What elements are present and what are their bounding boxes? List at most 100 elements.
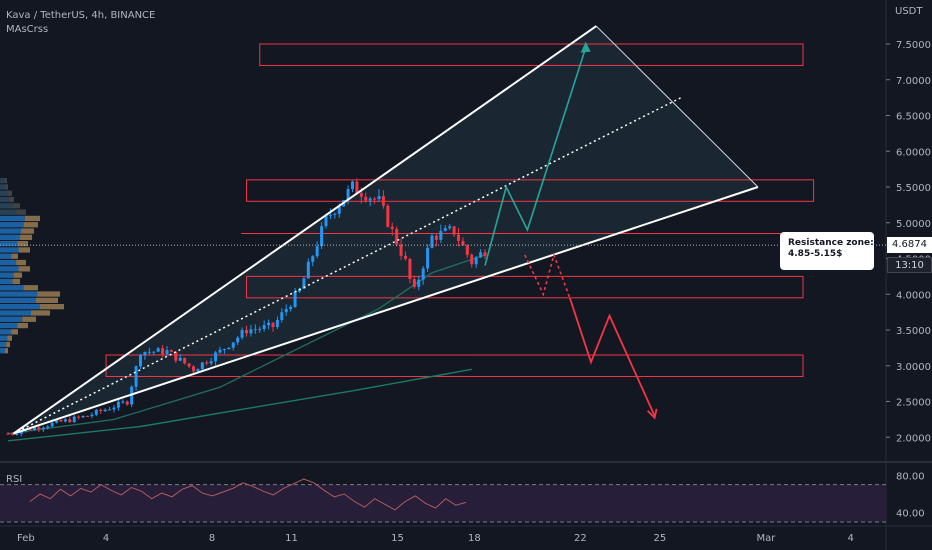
candle-up <box>275 319 279 327</box>
price-axis-unit[interactable]: USDT <box>895 6 923 17</box>
volume-profile-bar-up <box>0 184 5 190</box>
volume-profile-bar-down <box>17 322 28 329</box>
candle-down <box>187 363 191 367</box>
wedge-fill <box>13 26 758 434</box>
volume-profile-bar-up <box>0 266 19 272</box>
price-axis-label: 2.0000 <box>896 433 931 444</box>
candle-up <box>315 246 319 257</box>
candle-up <box>218 349 222 353</box>
candle-down <box>395 228 399 245</box>
candle-up <box>249 329 253 334</box>
candle-down <box>86 415 89 417</box>
candle-up <box>121 401 125 403</box>
candle-down <box>192 366 195 372</box>
candle-down <box>68 419 72 423</box>
candle-up <box>262 325 266 329</box>
candle-down <box>483 252 487 256</box>
candle-down <box>452 226 456 235</box>
candle-up <box>328 214 332 216</box>
volume-profile-bar-up <box>0 241 18 247</box>
candle-down <box>161 348 165 355</box>
candle-down <box>404 255 407 259</box>
candle-up <box>236 337 240 343</box>
volume-profile-bar-down <box>12 278 20 285</box>
volume-profile-bar-down <box>4 184 8 190</box>
zone-box-1 <box>246 179 815 202</box>
volume-profile-bar-down <box>13 272 22 278</box>
candle-up <box>209 361 213 364</box>
candle-down <box>386 205 390 227</box>
candle-up <box>231 342 235 348</box>
candle-up <box>33 427 36 431</box>
volume-profile-bar-up <box>0 259 17 266</box>
candle-up <box>147 351 151 353</box>
candle-down <box>6 433 10 435</box>
candle-up <box>293 291 297 307</box>
time-axis-label: 22 <box>574 533 587 544</box>
candle-up <box>267 322 271 326</box>
candle-up <box>346 189 350 200</box>
candle-up <box>258 328 262 330</box>
volume-profile-bar-up <box>0 190 8 196</box>
volume-profile-bar-down <box>23 285 38 291</box>
time-axis-label: Feb <box>17 533 35 544</box>
candle-up <box>320 226 324 247</box>
volume-profile-bar-down <box>4 348 8 354</box>
volume-profile-bar-down <box>35 297 58 303</box>
volume-profile-bar-down <box>21 228 34 234</box>
volume-profile-bar-up <box>0 348 5 354</box>
candle-up <box>139 355 142 367</box>
candle-up <box>214 352 218 362</box>
price-axis-label: 6.5000 <box>896 112 931 123</box>
candle-up <box>439 230 443 240</box>
candle-down <box>364 196 368 201</box>
volume-profile-bar-up <box>0 285 24 291</box>
callout-range: 4.85-5.15$ <box>788 249 843 259</box>
candle-up <box>178 357 182 361</box>
candle-up <box>50 422 54 427</box>
candle-up <box>143 351 147 356</box>
volume-profile-bar-down <box>18 247 30 253</box>
current-price-badge: 4.6874 <box>887 237 932 253</box>
volume-profile-bar-up <box>0 322 18 329</box>
volume-profile-bar-down <box>11 329 18 335</box>
volume-profile-bar-down <box>7 190 12 196</box>
candle-up <box>284 309 288 313</box>
candle-down <box>99 409 103 412</box>
candle-up <box>116 401 120 408</box>
volume-profile-bar-up <box>0 316 23 322</box>
volume-profile-bar-down <box>16 209 26 215</box>
price-axis-label: 4.0000 <box>896 290 931 301</box>
candle-up <box>81 415 85 418</box>
wedge-apex-line <box>595 25 759 188</box>
candle-down <box>10 433 14 435</box>
volume-profile-bar-up <box>0 234 20 240</box>
volume-profile-bar-up <box>0 247 19 253</box>
candle-down <box>457 234 460 241</box>
candle-up <box>240 330 244 338</box>
candle-up <box>72 416 76 423</box>
candle-up <box>337 206 341 214</box>
volume-profile-bar-down <box>23 222 38 228</box>
candle-down <box>28 428 32 431</box>
volume-profile-bar-up <box>0 196 9 203</box>
candle-up <box>426 247 430 269</box>
candle-up <box>196 369 200 372</box>
price-axis-label: 2.5000 <box>896 398 931 409</box>
price-axis-label: 7.5000 <box>896 40 931 51</box>
price-axis-label: 5.0000 <box>896 219 931 230</box>
candle-up <box>421 268 425 280</box>
candle-up <box>443 228 447 231</box>
candle-down <box>465 245 469 255</box>
volume-profile-bar-up <box>0 335 8 341</box>
candle-up <box>15 433 19 435</box>
candle-up <box>351 181 354 190</box>
symbol-title: Kava / TetherUS, 4h, BINANCE <box>6 10 156 21</box>
price-axis-label: 3.5000 <box>896 326 931 337</box>
candle-up <box>448 226 452 229</box>
price-axis-label: 3.0000 <box>896 362 931 373</box>
rsi-axis-label: 40.00 <box>896 509 925 520</box>
candle-up <box>280 312 284 320</box>
